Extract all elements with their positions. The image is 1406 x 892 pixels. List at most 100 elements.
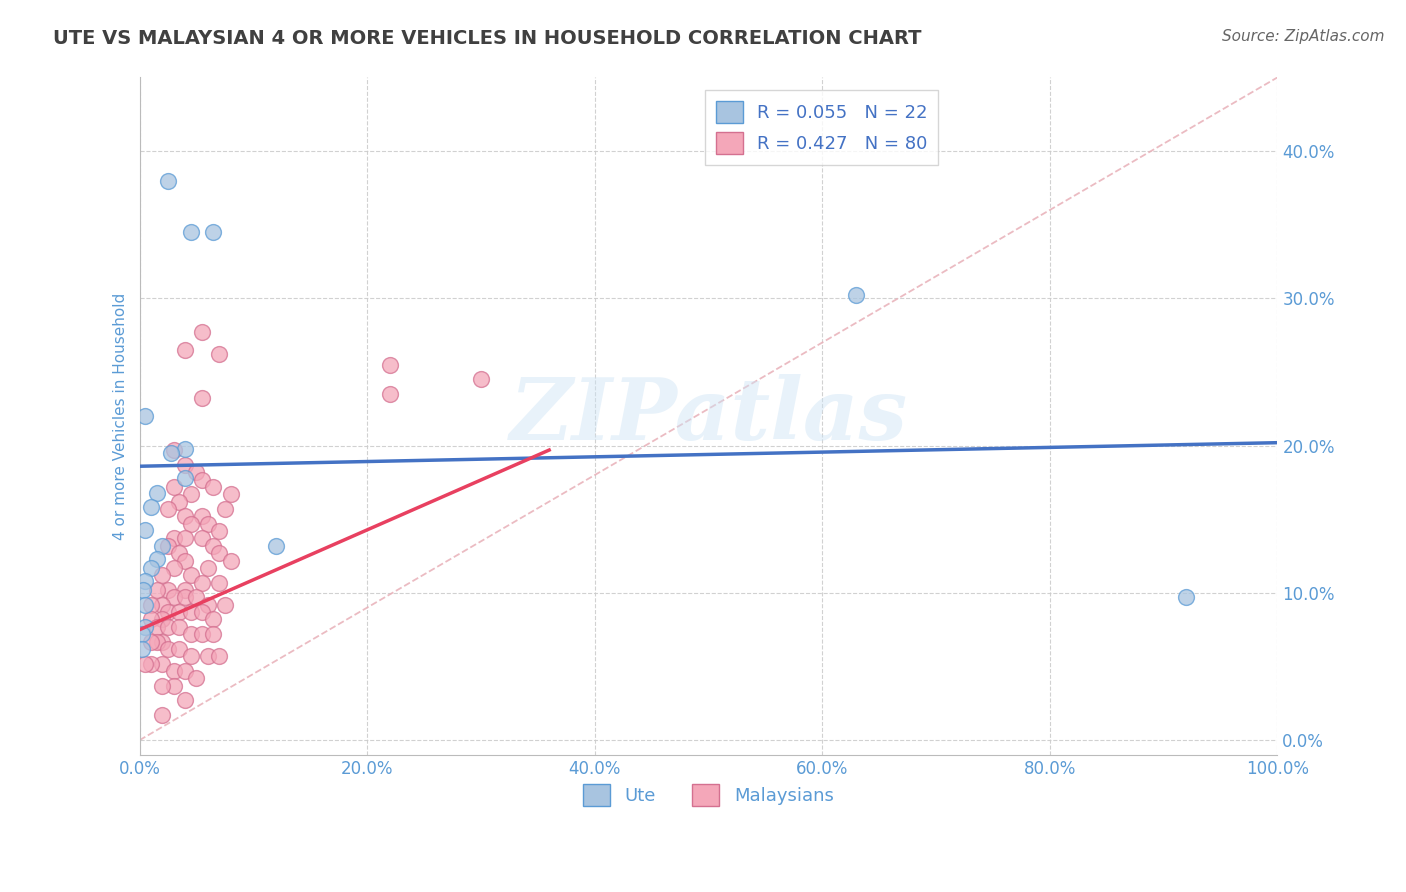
Point xyxy=(1175,591,1198,605)
Point xyxy=(150,568,173,582)
Point xyxy=(214,598,236,612)
Point xyxy=(214,502,236,516)
Point xyxy=(156,582,179,597)
Point xyxy=(169,641,191,656)
Point xyxy=(174,591,197,605)
Point xyxy=(202,225,225,239)
Point xyxy=(197,561,219,575)
Point xyxy=(378,358,401,372)
Point xyxy=(156,641,179,656)
Point xyxy=(186,671,208,685)
Point xyxy=(174,693,197,707)
Point xyxy=(174,442,197,456)
Point xyxy=(180,568,202,582)
Point xyxy=(202,539,225,553)
Point xyxy=(156,620,179,634)
Point xyxy=(202,612,225,626)
Point xyxy=(197,598,219,612)
Point xyxy=(169,620,191,634)
Point xyxy=(134,409,156,424)
Point xyxy=(174,532,197,546)
Point xyxy=(191,325,214,339)
Point xyxy=(150,634,173,648)
Point xyxy=(202,480,225,494)
Point xyxy=(197,516,219,531)
Point xyxy=(264,539,287,553)
Point xyxy=(150,679,173,693)
Point xyxy=(378,387,401,401)
Point xyxy=(174,343,197,357)
Point xyxy=(191,627,214,641)
Point xyxy=(208,347,231,361)
Point xyxy=(156,173,179,187)
Point xyxy=(132,582,155,597)
Point xyxy=(131,627,153,641)
Point xyxy=(191,509,214,524)
Point xyxy=(163,561,186,575)
Text: ZIPatlas: ZIPatlas xyxy=(509,375,907,458)
Point xyxy=(150,598,173,612)
Point xyxy=(156,605,179,619)
Point xyxy=(150,539,173,553)
Point xyxy=(139,561,162,575)
Point xyxy=(163,480,186,494)
Point xyxy=(191,532,214,546)
Point xyxy=(156,502,179,516)
Point xyxy=(219,553,242,567)
Point xyxy=(163,679,186,693)
Point xyxy=(197,649,219,664)
Point xyxy=(145,620,167,634)
Point xyxy=(163,443,186,458)
Point xyxy=(180,627,202,641)
Point xyxy=(134,574,156,588)
Point xyxy=(134,620,156,634)
Text: Source: ZipAtlas.com: Source: ZipAtlas.com xyxy=(1222,29,1385,44)
Point xyxy=(219,487,242,501)
Point xyxy=(139,657,162,671)
Point xyxy=(145,552,167,566)
Point xyxy=(208,546,231,560)
Point xyxy=(139,634,162,648)
Y-axis label: 4 or more Vehicles in Household: 4 or more Vehicles in Household xyxy=(114,293,128,540)
Point xyxy=(134,657,156,671)
Point xyxy=(180,649,202,664)
Point xyxy=(160,446,183,460)
Point xyxy=(180,605,202,619)
Point xyxy=(174,664,197,678)
Point xyxy=(169,605,191,619)
Point xyxy=(191,392,214,406)
Point xyxy=(169,546,191,560)
Point xyxy=(174,458,197,472)
Point xyxy=(191,473,214,487)
Point xyxy=(169,494,191,508)
Point xyxy=(208,524,231,538)
Point xyxy=(174,582,197,597)
Point xyxy=(150,657,173,671)
Point xyxy=(139,500,162,515)
Point xyxy=(145,634,167,648)
Point xyxy=(150,708,173,723)
Point xyxy=(180,225,202,239)
Legend: Ute, Malaysians: Ute, Malaysians xyxy=(576,777,841,814)
Point xyxy=(191,575,214,590)
Point xyxy=(845,288,868,302)
Point xyxy=(163,532,186,546)
Point xyxy=(150,612,173,626)
Point xyxy=(186,465,208,479)
Point xyxy=(139,598,162,612)
Point xyxy=(174,553,197,567)
Point xyxy=(208,575,231,590)
Point xyxy=(131,641,153,656)
Point xyxy=(186,591,208,605)
Point xyxy=(156,539,179,553)
Point xyxy=(174,509,197,524)
Point xyxy=(174,471,197,485)
Point xyxy=(145,485,167,500)
Point xyxy=(163,591,186,605)
Text: UTE VS MALAYSIAN 4 OR MORE VEHICLES IN HOUSEHOLD CORRELATION CHART: UTE VS MALAYSIAN 4 OR MORE VEHICLES IN H… xyxy=(53,29,922,47)
Point xyxy=(180,487,202,501)
Point xyxy=(470,372,492,386)
Point xyxy=(163,664,186,678)
Point xyxy=(191,605,214,619)
Point xyxy=(134,523,156,537)
